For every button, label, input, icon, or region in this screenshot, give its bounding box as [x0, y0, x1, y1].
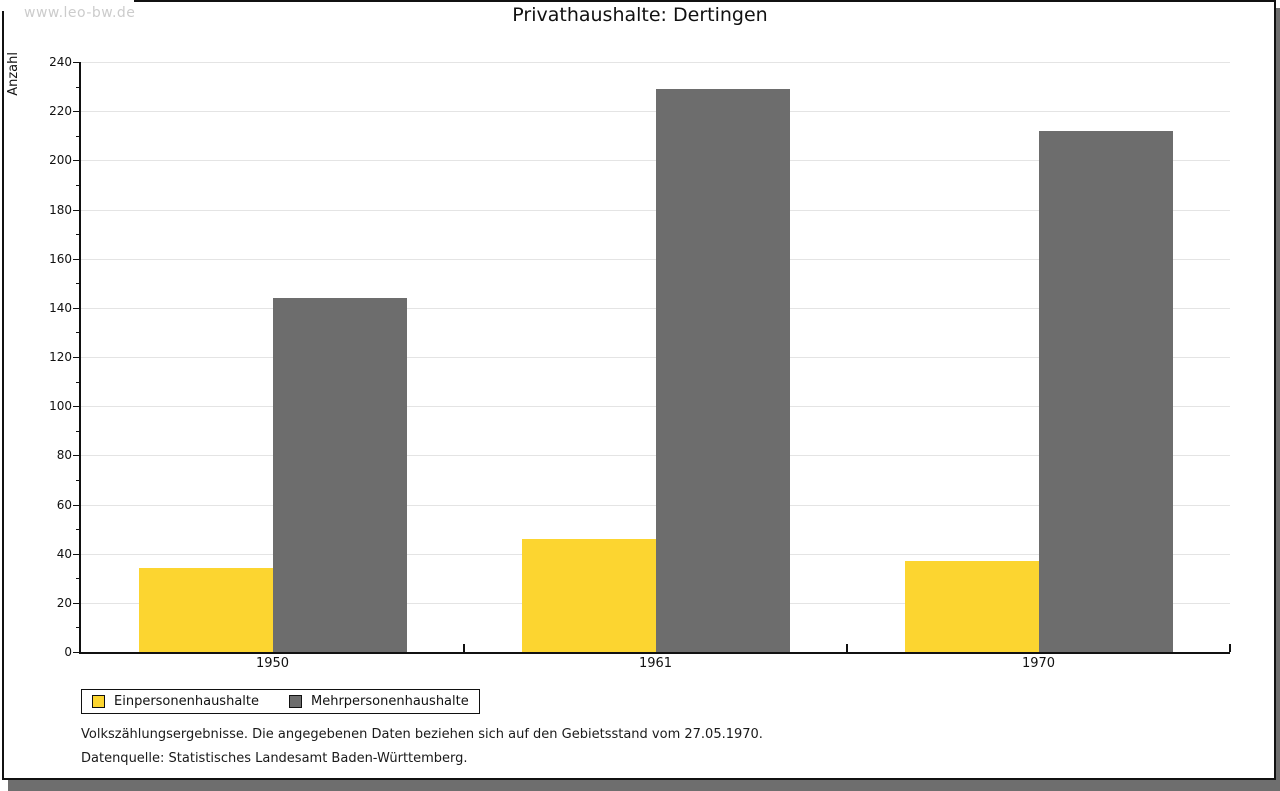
y-tick-label: 140: [49, 300, 72, 315]
y-tick-label: 100: [49, 399, 72, 414]
y-minor-tick: [76, 381, 80, 383]
frame-shadow-bottom: [8, 780, 1280, 791]
y-minor-tick: [76, 283, 80, 285]
y-axis-line: [79, 62, 81, 654]
y-minor-tick: [76, 184, 80, 186]
y-tick-label: 0: [64, 645, 72, 659]
footnote-data-source: Datenquelle: Statistisches Landesamt Bad…: [81, 751, 468, 766]
y-major-tick: [73, 307, 80, 309]
y-tick-label: 160: [49, 251, 72, 266]
bar-mehrpersonenhaushalte-1961: [655, 89, 790, 652]
legend-label: Mehrpersonenhaushalte: [311, 694, 469, 709]
y-minor-tick: [76, 627, 80, 629]
y-tick-label: 240: [49, 55, 72, 69]
y-minor-tick: [76, 430, 80, 432]
y-major-tick: [73, 258, 80, 260]
y-minor-tick: [76, 479, 80, 481]
footnote-source-note: Volkszählungsergebnisse. Die angegebenen…: [81, 727, 763, 742]
x-boundary-tick: [463, 644, 465, 652]
y-tick-label: 180: [49, 202, 72, 217]
y-major-tick: [73, 652, 80, 653]
frame-shadow-right: [1276, 8, 1280, 791]
x-axis-line: [79, 652, 1230, 654]
x-boundary-tick: [1229, 644, 1231, 652]
y-tick-label: 80: [56, 448, 72, 463]
watermark-text: www.leo-bw.de: [24, 5, 136, 21]
bar-mehrpersonenhaushalte-1950: [272, 298, 407, 652]
y-major-tick: [73, 111, 80, 113]
y-tick-label: 20: [56, 595, 72, 610]
bar-einpersonenhaushalte-1961: [521, 538, 656, 652]
y-major-tick: [73, 62, 80, 63]
y-major-tick: [73, 209, 80, 211]
x-tick-label: 1961: [638, 656, 673, 671]
legend-item-einpersonenhaushalte: Einpersonenhaushalte: [92, 694, 259, 709]
y-minor-tick: [76, 234, 80, 236]
bar-einpersonenhaushalte-1970: [904, 561, 1039, 652]
y-major-tick: [73, 455, 80, 457]
bar-einpersonenhaushalte-1950: [138, 568, 273, 652]
x-boundary-tick: [846, 644, 848, 652]
y-tick-label: 40: [56, 546, 72, 561]
y-major-tick: [73, 602, 80, 604]
gridline: [81, 62, 1230, 63]
legend: Einpersonenhaushalte Mehrpersonenhaushal…: [81, 689, 480, 714]
y-minor-tick: [76, 86, 80, 88]
y-major-tick: [73, 504, 80, 506]
legend-swatch-yellow: [92, 695, 105, 708]
y-tick-label: 120: [49, 350, 72, 364]
legend-item-mehrpersonenhaushalte: Mehrpersonenhaushalte: [289, 694, 469, 709]
y-minor-tick: [76, 332, 80, 334]
watermark-background: [0, 0, 134, 11]
y-major-tick: [73, 553, 80, 555]
legend-label: Einpersonenhaushalte: [114, 694, 259, 709]
y-major-tick: [73, 357, 80, 358]
y-axis-title: Anzahl: [6, 52, 21, 96]
y-minor-tick: [76, 529, 80, 531]
legend-swatch-gray: [289, 695, 302, 708]
y-tick-label: 60: [56, 497, 72, 512]
y-tick-label: 220: [49, 104, 72, 119]
x-tick-label: 1950: [255, 656, 290, 671]
x-tick-label: 1970: [1021, 656, 1056, 671]
y-minor-tick: [76, 135, 80, 137]
y-major-tick: [73, 160, 80, 162]
y-tick-label: 200: [49, 153, 72, 168]
y-minor-tick: [76, 578, 80, 580]
y-major-tick: [73, 406, 80, 408]
chart-title: Privathaushalte: Dertingen: [512, 4, 768, 26]
bar-mehrpersonenhaushalte-1970: [1038, 130, 1173, 652]
